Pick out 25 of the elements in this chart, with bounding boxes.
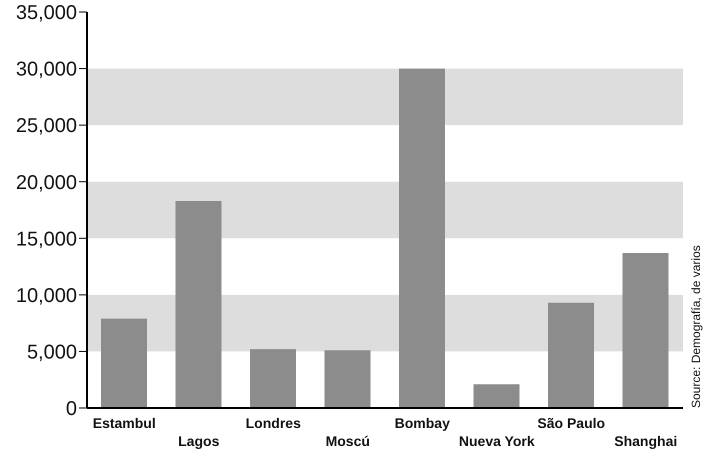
bar xyxy=(548,302,594,408)
x-tick-label: Londres xyxy=(246,415,302,431)
bar xyxy=(324,350,370,408)
x-tick-label: Estambul xyxy=(92,415,156,431)
y-tick-label: 30,000 xyxy=(16,58,77,81)
x-tick-label: Bombay xyxy=(394,415,450,431)
y-tick-label: 15,000 xyxy=(16,228,77,250)
y-tick-label: 5,000 xyxy=(26,342,77,364)
y-tick-label: 10,000 xyxy=(16,284,77,307)
y-tick-label: 35,000 xyxy=(16,2,77,24)
bar xyxy=(622,252,668,408)
x-tick-label: Lagos xyxy=(178,433,220,449)
x-tick-label: São Paulo xyxy=(537,415,606,431)
y-tick-label: 25,000 xyxy=(16,115,77,138)
bar xyxy=(399,68,445,408)
x-tick-label: Moscú xyxy=(326,433,370,449)
x-tick-label: Nueva York xyxy=(458,433,535,449)
y-tick-label: 20,000 xyxy=(16,172,77,194)
y-tick-label: 0 xyxy=(66,398,77,420)
x-tick-label: Shanghai xyxy=(614,433,678,449)
bar xyxy=(101,318,147,408)
bar xyxy=(176,200,222,408)
bar xyxy=(250,349,296,408)
source-note: Source: Demografía, de varios xyxy=(689,245,703,408)
bar xyxy=(474,384,520,408)
